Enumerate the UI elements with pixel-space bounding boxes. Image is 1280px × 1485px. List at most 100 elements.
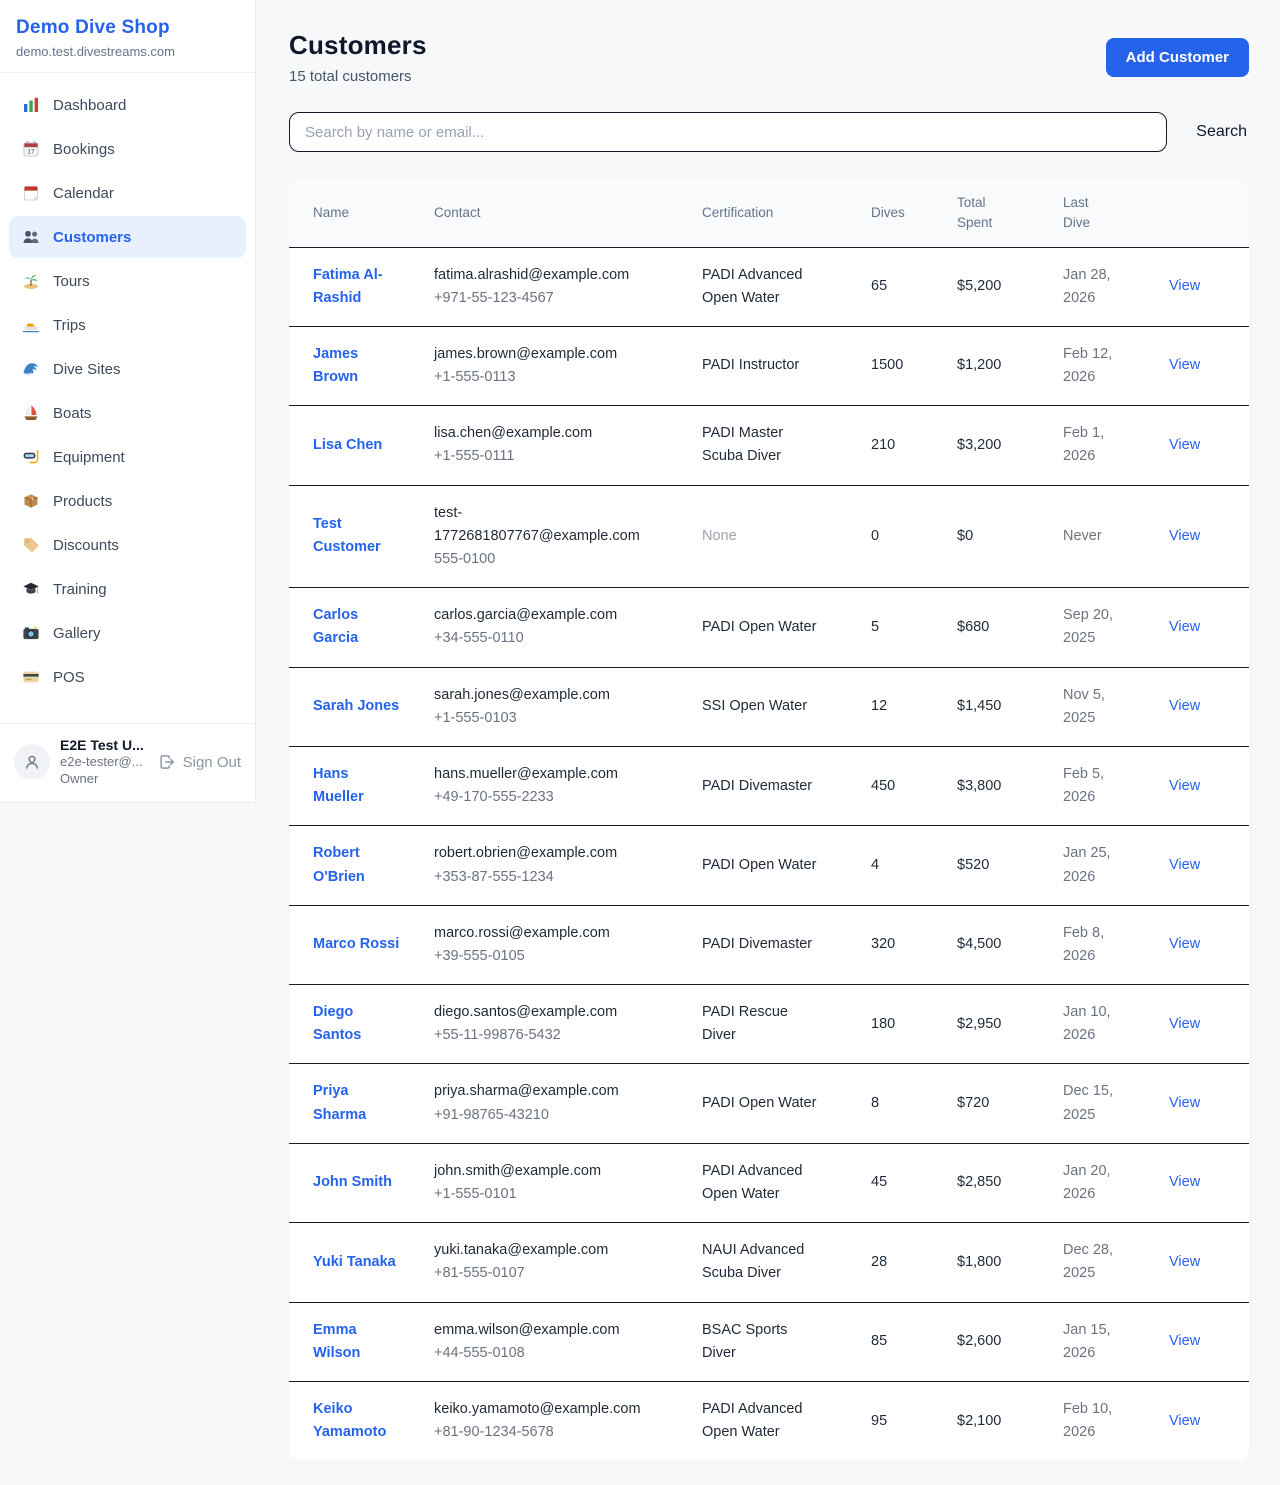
customers-table: Name Contact Certification Dives Total Spent… <box>289 180 1249 1461</box>
customer-email: robert.obrien@example.com <box>434 845 618 862</box>
products-icon <box>22 492 40 510</box>
customer-dives: 180 <box>871 984 957 1064</box>
customer-email: diego.santos@example.com <box>434 1004 618 1021</box>
customer-name-link[interactable]: Sarah Jones <box>313 698 400 715</box>
customer-name-link[interactable]: Diego Santos <box>313 1004 362 1044</box>
customer-name-link[interactable]: Emma Wilson <box>313 1321 361 1361</box>
sidebar-item-gallery[interactable]: Gallery <box>9 612 246 654</box>
customer-total-spent: $2,950 <box>957 984 1063 1064</box>
add-customer-button[interactable]: Add Customer <box>1105 38 1249 77</box>
view-customer-link[interactable]: View <box>1169 856 1201 873</box>
view-customer-link[interactable]: View <box>1169 698 1201 715</box>
customer-phone: +49-170-555-2233 <box>434 789 554 806</box>
customer-name-link[interactable]: Marco Rossi <box>313 936 400 953</box>
table-row: Diego Santos diego.santos@example.com +55-… <box>289 984 1249 1064</box>
customer-dives: 4 <box>871 825 957 906</box>
sidebar-item-customers[interactable]: Customers <box>9 216 246 258</box>
customer-last-dive: Dec 15, 2025 <box>1063 1083 1113 1123</box>
view-customer-link[interactable]: View <box>1169 278 1201 295</box>
customer-name-link[interactable]: John Smith <box>313 1174 392 1191</box>
sidebar-item-dashboard[interactable]: Dashboard <box>9 84 246 126</box>
column-header-dives: Dives <box>871 180 957 247</box>
customer-name-link[interactable]: Keiko Yamamoto <box>313 1400 387 1441</box>
sidebar-item-training[interactable]: Training <box>9 568 246 610</box>
sidebar-item-label: Equipment <box>53 448 125 466</box>
sidebar-item-discounts[interactable]: Discounts <box>9 524 246 566</box>
customer-name-link[interactable]: James Brown <box>313 345 359 386</box>
sidebar-item-label: Training <box>53 580 107 598</box>
customer-total-spent: $720 <box>957 1063 1063 1144</box>
sidebar-item-calendar[interactable]: Calendar <box>9 172 246 214</box>
search-button[interactable]: Search <box>1194 119 1249 145</box>
customer-total-spent: $1,200 <box>957 325 1063 406</box>
customer-phone: +81-90-1234-5678 <box>434 1424 554 1441</box>
customer-name-link[interactable]: Hans Mueller <box>313 765 364 806</box>
view-customer-link[interactable]: View <box>1169 527 1201 544</box>
customer-last-dive: Feb 1, 2026 <box>1063 425 1105 465</box>
customer-dives: 12 <box>871 666 957 747</box>
sidebar-item-products[interactable]: Products <box>9 480 246 522</box>
customer-last-dive: Jan 15, 2026 <box>1063 1321 1111 1361</box>
view-customer-link[interactable]: View <box>1169 936 1201 953</box>
view-customer-link[interactable]: View <box>1169 777 1201 794</box>
sidebar-item-tours[interactable]: Tours <box>9 260 246 302</box>
customer-certification: PADI Open Water <box>702 856 817 873</box>
customer-email: marco.rossi@example.com <box>434 924 610 941</box>
sidebar-item-bookings[interactable]: 17 Bookings <box>9 128 246 170</box>
customer-email: lisa.chen@example.com <box>434 425 593 442</box>
customer-total-spent: $5,200 <box>957 246 1063 327</box>
customer-last-dive: Feb 10, 2026 <box>1063 1400 1113 1441</box>
user-role: Owner <box>60 771 99 787</box>
view-customer-link[interactable]: View <box>1169 357 1201 374</box>
sidebar-item-boats[interactable]: Boats <box>9 392 246 434</box>
view-customer-link[interactable]: View <box>1169 618 1201 635</box>
customer-last-dive: Feb 5, 2026 <box>1063 765 1105 806</box>
view-customer-link[interactable]: View <box>1169 1015 1201 1032</box>
customer-name-link[interactable]: Robert O'Brien <box>313 845 365 885</box>
customer-certification: PADI Master Scuba Diver <box>702 425 784 465</box>
view-customer-link[interactable]: View <box>1169 1412 1201 1429</box>
customer-name-link[interactable]: Lisa Chen <box>313 436 383 453</box>
customer-email: carlos.garcia@example.com <box>434 607 618 624</box>
customer-certification: PADI Instructor <box>702 357 800 374</box>
view-customer-link[interactable]: View <box>1169 436 1201 453</box>
customer-dives: 320 <box>871 904 957 985</box>
gallery-icon <box>22 624 40 642</box>
page-subtitle: 15 total customers <box>289 68 412 85</box>
customer-name-link[interactable]: Priya Sharma <box>313 1083 367 1123</box>
sidebar-item-pos[interactable]: POS <box>9 656 246 698</box>
sidebar-item-label: Boats <box>53 404 92 422</box>
pos-icon <box>22 668 40 686</box>
customer-last-dive: Jan 20, 2026 <box>1063 1162 1111 1202</box>
customer-name-link[interactable]: Fatima Al-Rashid <box>313 266 383 306</box>
view-customer-link[interactable]: View <box>1169 1253 1201 1270</box>
customer-email: priya.sharma@example.com <box>434 1083 619 1100</box>
customer-email: fatima.alrashid@example.com <box>434 266 630 283</box>
search-input[interactable] <box>289 112 1168 152</box>
view-customer-link[interactable]: View <box>1169 1095 1201 1112</box>
customer-dives: 5 <box>871 587 957 668</box>
customer-last-dive: Sep 20, 2025 <box>1063 607 1113 647</box>
customer-last-dive: Feb 12, 2026 <box>1063 345 1113 386</box>
table-row: Emma Wilson emma.wilson@example.com +44-55… <box>289 1301 1249 1382</box>
customer-total-spent: $4,500 <box>957 904 1063 985</box>
view-customer-link[interactable]: View <box>1169 1333 1201 1350</box>
customer-email: emma.wilson@example.com <box>434 1321 620 1338</box>
sidebar-item-label: Dive Sites <box>53 360 121 378</box>
dive-sites-icon <box>22 360 40 378</box>
sidebar-item-label: Trips <box>53 316 86 334</box>
sidebar-item-trips[interactable]: Trips <box>9 304 246 346</box>
view-customer-link[interactable]: View <box>1169 1174 1201 1191</box>
sign-out-button[interactable]: Sign Out <box>158 753 241 771</box>
logout-icon <box>158 753 176 771</box>
customer-total-spent: $2,100 <box>957 1380 1063 1461</box>
table-row: Hans Mueller hans.mueller@example.com +49-… <box>289 745 1249 826</box>
bookings-icon: 17 <box>22 140 40 158</box>
customer-name-link[interactable]: Test Customer <box>313 516 381 556</box>
customer-last-dive: Jan 25, 2026 <box>1063 845 1111 885</box>
user-panel: E2E Test U... e2e-tester@... Owner Sign … <box>0 723 255 802</box>
sidebar-item-dive-sites[interactable]: Dive Sites <box>9 348 246 390</box>
customer-name-link[interactable]: Yuki Tanaka <box>313 1253 396 1270</box>
sidebar-item-equipment[interactable]: Equipment <box>9 436 246 478</box>
customer-name-link[interactable]: Carlos Garcia <box>313 607 359 647</box>
